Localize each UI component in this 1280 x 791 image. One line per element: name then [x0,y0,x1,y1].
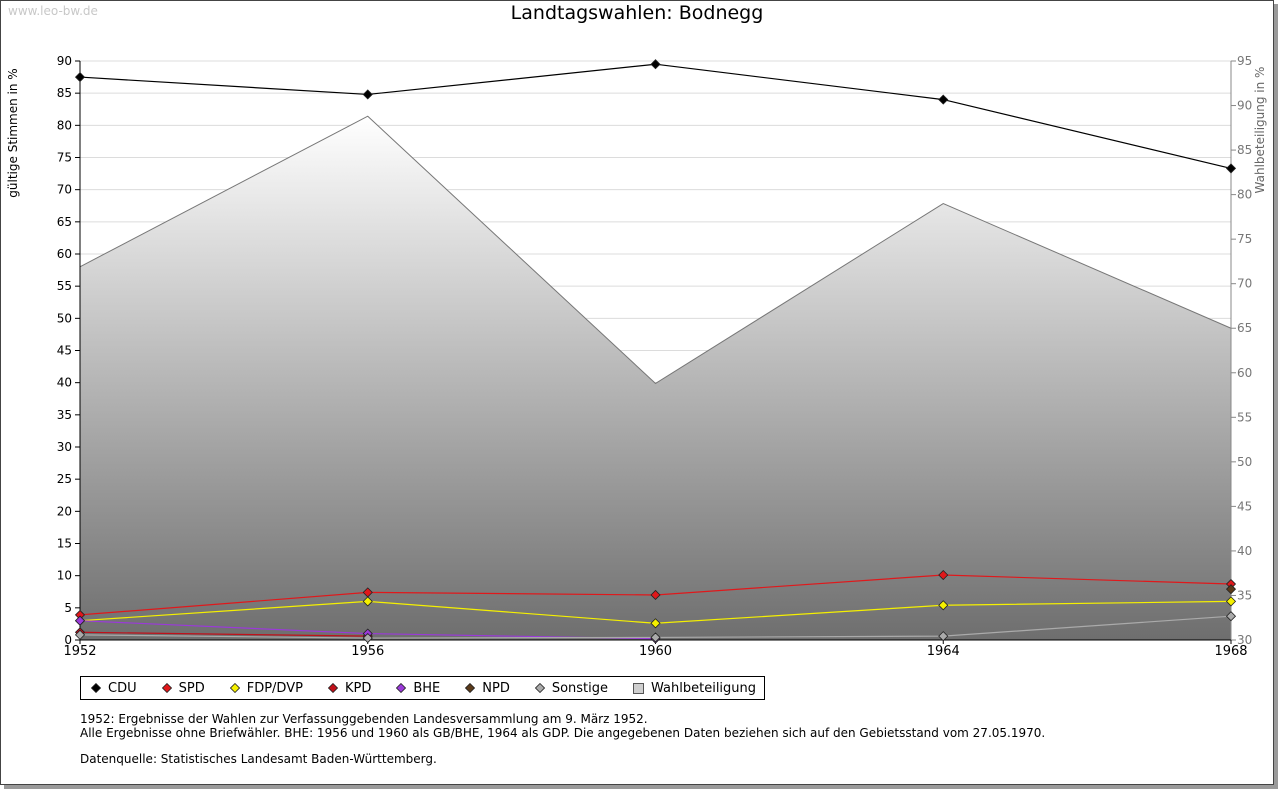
legend-label: FDP/DVP [246,680,303,696]
watermark: www.leo-bw.de [8,4,98,18]
data-source: Datenquelle: Statistisches Landesamt Bad… [80,752,437,766]
data-point-bhe [74,615,86,626]
legend-label: KPD [344,680,372,696]
data-point-fdpdvp [650,618,661,629]
chart-title: Landtagswahlen: Bodnegg [510,2,764,24]
y-tick-label: 65 [57,215,72,229]
y-tick-label: 25 [57,472,72,486]
legend-label: NPD [482,680,510,696]
y-tick-label: 0 [64,633,72,647]
note-line-1: 1952: Ergebnisse der Wahlen zur Verfassu… [80,712,648,726]
legend-diamond-icon [327,683,338,693]
data-point-fdpdvp [938,600,949,611]
chart-canvas: 0 5 10 15 20 25 30 35 40 45 50 55 60 65 70 75 80 85 90 30 35… [6,54,1267,659]
legend-item: KPD [322,681,371,696]
y2-tick-label: 90 [1237,99,1252,113]
legend-label: CDU [108,680,137,696]
legend-item: SPD [156,681,205,696]
data-point-sonstige [74,629,86,640]
data-point-spd [938,569,949,581]
y2-tick-label: 35 [1237,588,1252,602]
x-tick-label: 1952 [63,644,96,659]
y-tick-label: 85 [57,86,72,100]
y2-tick-label: 60 [1237,366,1252,380]
legend-label: SPD [178,680,205,696]
legend-diamond-icon [465,683,476,693]
legend-item: BHE [390,681,440,696]
legend-item: CDU [85,681,137,696]
y-tick-label: 90 [57,54,72,68]
data-point-sonstige [362,633,373,644]
legend-diamond-icon [396,683,407,693]
y-tick-label: 5 [64,601,72,615]
y-tick-label: 55 [57,279,72,293]
legend-diamond-icon [161,683,172,693]
y2-tick-label: 70 [1237,277,1252,291]
legend-square-icon [633,682,645,694]
series-line-cdu [79,63,1232,170]
y2-tick-label: 95 [1237,54,1252,68]
legend-diamond-icon [91,683,101,693]
y-tick-label: 80 [57,118,72,132]
legend-item: FDP/DVP [224,681,303,696]
data-point-npd [1225,584,1237,595]
x-tick-label: 1968 [1214,644,1247,659]
y2-tick-label: 65 [1237,321,1252,335]
x-tick-label: 1960 [639,644,672,659]
data-point-cdu [74,72,86,83]
legend-diamond-icon [534,683,545,693]
data-point-sonstige [938,631,949,642]
data-point-cdu [650,59,661,70]
legend-item: Sonstige [529,681,608,696]
y2-tick-label: 50 [1237,455,1252,469]
y2-tick-label: 40 [1237,544,1252,558]
x-tick-label: 1964 [927,644,960,659]
y-tick-label: 35 [57,408,72,422]
y2-tick-label: 80 [1237,188,1252,202]
legend-diamond-icon [229,683,240,693]
y2-axis-label: Wahlbeteiligung in % [1253,67,1267,194]
y-tick-label: 70 [57,183,72,197]
data-point-spd [650,589,661,601]
series-line-kpd [79,631,368,637]
y-axis-label: gültige Stimmen in % [6,68,20,197]
y-tick-label: 30 [57,440,72,454]
y-tick-label: 75 [57,151,72,165]
y2-tick-label: 55 [1237,410,1252,424]
y-tick-label: 45 [57,344,72,358]
data-point-sonstige [1225,611,1237,622]
legend-item: NPD [459,681,510,696]
y-tick-label: 20 [57,504,72,518]
data-point-fdpdvp [362,596,373,607]
data-point-sonstige [650,632,661,643]
y2-tick-label: 75 [1237,232,1252,246]
data-point-cdu [1225,163,1237,174]
y-tick-label: 60 [57,247,72,261]
legend-label: Sonstige [551,680,609,696]
y2-tick-label: 85 [1237,143,1252,157]
data-point-cdu [938,94,949,105]
y-tick-label: 10 [57,569,72,583]
legend-label: BHE [413,680,441,696]
legend-item: Wahlbeteiligung [627,681,756,696]
data-point-fdpdvp [1225,596,1237,607]
y-tick-label: 15 [57,537,72,551]
turnout-line [79,115,1232,385]
turnout-area [80,116,1231,641]
y-tick-label: 40 [57,376,72,390]
y2-tick-label: 45 [1237,499,1252,513]
x-tick-label: 1956 [351,644,384,659]
notes: 1952: Ergebnisse der Wahlen zur Verfassu… [80,712,1045,766]
y-tick-label: 50 [57,311,72,325]
legend-label: Wahlbeteiligung [651,680,757,696]
y2-tick-label: 30 [1237,633,1252,647]
data-point-cdu [362,89,373,100]
legend: CDU SPD FDP/DVP KPD BHE NPD Sonstige Wahlbeteil… [80,676,766,700]
note-line-2: Alle Ergebnisse ohne Briefwähler. BHE: 1… [80,726,1046,740]
